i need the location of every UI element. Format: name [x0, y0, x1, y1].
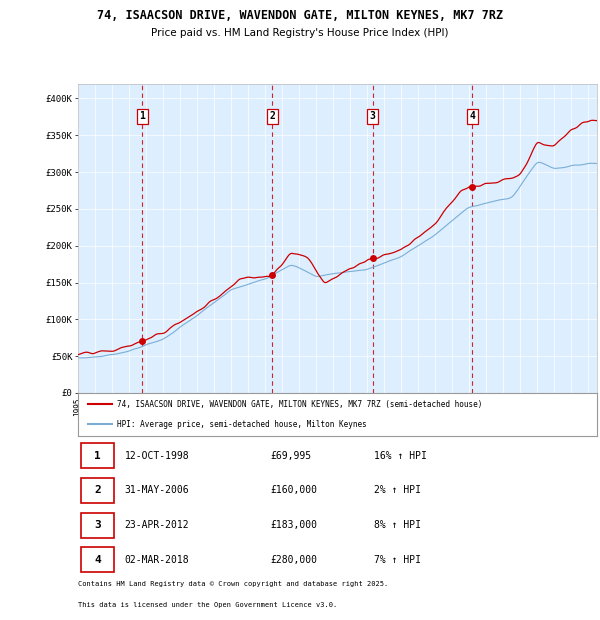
Text: HPI: Average price, semi-detached house, Milton Keynes: HPI: Average price, semi-detached house,… — [117, 420, 367, 428]
Text: 2: 2 — [94, 485, 101, 495]
Text: £183,000: £183,000 — [270, 520, 317, 530]
Text: Contains HM Land Registry data © Crown copyright and database right 2025.: Contains HM Land Registry data © Crown c… — [78, 581, 388, 587]
Text: 74, ISAACSON DRIVE, WAVENDON GATE, MILTON KEYNES, MK7 7RZ (semi-detached house): 74, ISAACSON DRIVE, WAVENDON GATE, MILTO… — [117, 400, 482, 409]
Text: 23-APR-2012: 23-APR-2012 — [125, 520, 190, 530]
Text: 31-MAY-2006: 31-MAY-2006 — [125, 485, 190, 495]
Text: 1: 1 — [94, 451, 101, 461]
Text: 4: 4 — [94, 555, 101, 565]
Text: 16% ↑ HPI: 16% ↑ HPI — [374, 451, 427, 461]
Text: £280,000: £280,000 — [270, 555, 317, 565]
FancyBboxPatch shape — [80, 478, 115, 503]
FancyBboxPatch shape — [80, 547, 115, 572]
Text: 8% ↑ HPI: 8% ↑ HPI — [374, 520, 421, 530]
Text: £69,995: £69,995 — [270, 451, 311, 461]
Text: 02-MAR-2018: 02-MAR-2018 — [125, 555, 190, 565]
Text: 1: 1 — [140, 111, 145, 121]
Text: 2: 2 — [269, 111, 275, 121]
Text: 74, ISAACSON DRIVE, WAVENDON GATE, MILTON KEYNES, MK7 7RZ: 74, ISAACSON DRIVE, WAVENDON GATE, MILTO… — [97, 9, 503, 22]
Text: 12-OCT-1998: 12-OCT-1998 — [125, 451, 190, 461]
FancyBboxPatch shape — [80, 513, 115, 538]
Text: This data is licensed under the Open Government Licence v3.0.: This data is licensed under the Open Gov… — [78, 602, 337, 608]
Text: Price paid vs. HM Land Registry's House Price Index (HPI): Price paid vs. HM Land Registry's House … — [151, 28, 449, 38]
Text: 4: 4 — [469, 111, 475, 121]
Text: 2% ↑ HPI: 2% ↑ HPI — [374, 485, 421, 495]
Text: £160,000: £160,000 — [270, 485, 317, 495]
FancyBboxPatch shape — [80, 443, 115, 468]
Text: 3: 3 — [370, 111, 376, 121]
Text: 7% ↑ HPI: 7% ↑ HPI — [374, 555, 421, 565]
Text: 3: 3 — [94, 520, 101, 530]
